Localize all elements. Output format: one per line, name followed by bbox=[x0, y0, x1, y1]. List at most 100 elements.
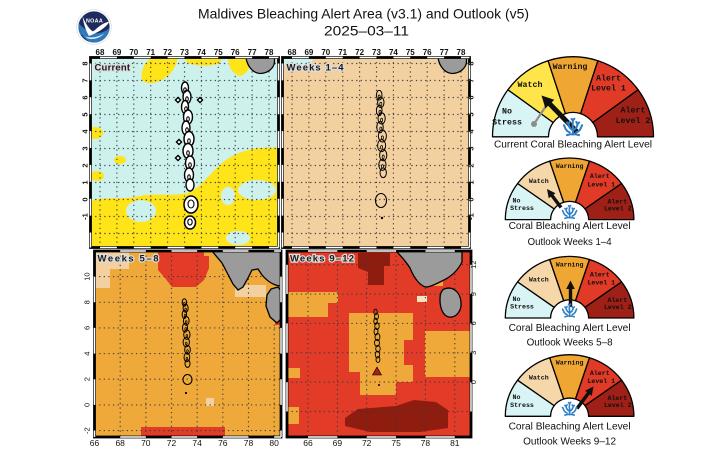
svg-text:80: 80 bbox=[269, 438, 279, 448]
svg-text:78: 78 bbox=[244, 438, 254, 448]
svg-text:2: 2 bbox=[81, 163, 90, 167]
svg-text:73: 73 bbox=[180, 48, 189, 57]
svg-text:0: 0 bbox=[469, 380, 478, 384]
svg-text:-1: -1 bbox=[467, 213, 476, 220]
svg-text:81: 81 bbox=[450, 438, 460, 448]
svg-text:Alert: Alert bbox=[590, 370, 610, 377]
svg-text:No: No bbox=[513, 198, 521, 205]
svg-text:70: 70 bbox=[129, 48, 138, 57]
svg-text:Weeks 9–12: Weeks 9–12 bbox=[290, 254, 354, 265]
svg-text:Alert: Alert bbox=[608, 297, 628, 304]
svg-text:70: 70 bbox=[321, 48, 330, 57]
svg-text:68: 68 bbox=[96, 48, 105, 57]
svg-text:0: 0 bbox=[83, 403, 92, 407]
svg-text:69: 69 bbox=[112, 48, 121, 57]
svg-text:68: 68 bbox=[288, 48, 297, 57]
svg-text:No: No bbox=[502, 108, 512, 117]
svg-text:4: 4 bbox=[467, 129, 476, 134]
svg-text:74: 74 bbox=[389, 48, 398, 57]
svg-text:5: 5 bbox=[81, 112, 90, 116]
svg-text:Alert: Alert bbox=[621, 106, 646, 116]
svg-text:Coral Bleaching Alert Level: Coral Bleaching Alert Level bbox=[509, 221, 631, 232]
svg-text:73: 73 bbox=[372, 48, 381, 57]
svg-text:69: 69 bbox=[333, 438, 343, 448]
svg-text:72: 72 bbox=[167, 438, 177, 448]
svg-text:4: 4 bbox=[81, 129, 90, 134]
svg-text:10: 10 bbox=[83, 272, 92, 280]
svg-text:Alert: Alert bbox=[608, 395, 628, 402]
svg-text:Watch: Watch bbox=[529, 276, 549, 283]
svg-text:Maldives Bleaching Alert Area: Maldives Bleaching Alert Area (v3.1) and… bbox=[198, 6, 529, 22]
svg-text:7: 7 bbox=[467, 78, 476, 82]
svg-text:3: 3 bbox=[469, 351, 478, 355]
svg-text:70: 70 bbox=[141, 438, 151, 448]
svg-text:Warning: Warning bbox=[553, 62, 588, 72]
svg-text:71: 71 bbox=[338, 48, 347, 57]
svg-text:77: 77 bbox=[248, 48, 257, 57]
svg-text:-1: -1 bbox=[81, 213, 90, 220]
svg-text:Watch: Watch bbox=[529, 178, 549, 185]
svg-text:7: 7 bbox=[81, 78, 90, 82]
svg-text:Level 2: Level 2 bbox=[604, 402, 632, 409]
svg-text:No: No bbox=[513, 296, 521, 303]
svg-text:6: 6 bbox=[467, 95, 476, 99]
svg-text:2025–03–11: 2025–03–11 bbox=[324, 23, 409, 39]
svg-text:72: 72 bbox=[163, 48, 172, 57]
svg-text:Level 2: Level 2 bbox=[616, 116, 651, 126]
svg-text:Alert: Alert bbox=[590, 272, 610, 279]
svg-text:3: 3 bbox=[467, 146, 476, 150]
svg-text:Watch: Watch bbox=[518, 80, 543, 90]
svg-text:Level 1: Level 1 bbox=[587, 181, 615, 188]
svg-text:8: 8 bbox=[81, 61, 90, 65]
svg-text:Coral Bleaching Alert Level: Coral Bleaching Alert Level bbox=[509, 323, 631, 334]
svg-text:Coral Bleaching Alert Level: Coral Bleaching Alert Level bbox=[509, 422, 631, 433]
svg-text:Alert: Alert bbox=[596, 73, 621, 83]
svg-text:Level 2: Level 2 bbox=[604, 304, 632, 311]
svg-text:76: 76 bbox=[231, 48, 240, 57]
svg-text:Level 1: Level 1 bbox=[587, 378, 615, 385]
svg-text:68: 68 bbox=[115, 438, 125, 448]
svg-text:Warning: Warning bbox=[556, 163, 584, 170]
svg-text:2: 2 bbox=[83, 377, 92, 381]
svg-text:Level 1: Level 1 bbox=[587, 280, 615, 287]
svg-text:Current Coral Bleaching Alert: Current Coral Bleaching Alert Level bbox=[494, 140, 652, 151]
svg-text:0: 0 bbox=[81, 197, 90, 201]
svg-text:Warning: Warning bbox=[556, 261, 584, 268]
svg-text:72: 72 bbox=[355, 48, 364, 57]
svg-text:5: 5 bbox=[467, 112, 476, 116]
svg-text:-2: -2 bbox=[83, 427, 92, 434]
svg-text:75: 75 bbox=[214, 48, 223, 57]
svg-text:3: 3 bbox=[81, 146, 90, 150]
svg-text:71: 71 bbox=[146, 48, 155, 57]
svg-text:6: 6 bbox=[81, 95, 90, 99]
svg-text:1: 1 bbox=[467, 180, 476, 184]
svg-text:Weeks 1–4: Weeks 1–4 bbox=[287, 63, 345, 74]
svg-text:78: 78 bbox=[457, 48, 466, 57]
svg-text:Warning: Warning bbox=[556, 360, 584, 367]
svg-text:2: 2 bbox=[467, 163, 476, 167]
svg-text:66: 66 bbox=[303, 438, 313, 448]
svg-text:Stress: Stress bbox=[510, 402, 534, 409]
svg-text:Weeks 5–8: Weeks 5–8 bbox=[98, 254, 159, 265]
svg-text:69: 69 bbox=[304, 48, 313, 57]
svg-text:74: 74 bbox=[192, 438, 202, 448]
svg-text:Outlook Weeks 9–12: Outlook Weeks 9–12 bbox=[523, 436, 616, 447]
svg-text:Watch: Watch bbox=[529, 375, 549, 382]
svg-text:66: 66 bbox=[90, 438, 100, 448]
svg-text:Level 2: Level 2 bbox=[604, 205, 632, 212]
svg-text:75: 75 bbox=[406, 48, 415, 57]
svg-text:Outlook Weeks 5–8: Outlook Weeks 5–8 bbox=[527, 338, 613, 349]
svg-text:12: 12 bbox=[469, 261, 478, 269]
svg-text:8: 8 bbox=[83, 300, 92, 304]
svg-text:6: 6 bbox=[469, 321, 478, 325]
svg-text:Current: Current bbox=[95, 63, 131, 74]
svg-text:4: 4 bbox=[83, 352, 92, 356]
svg-text:NOAA: NOAA bbox=[86, 19, 103, 25]
svg-text:Alert: Alert bbox=[608, 198, 628, 205]
svg-text:72: 72 bbox=[362, 438, 372, 448]
svg-text:Outlook Weeks 1–4: Outlook Weeks 1–4 bbox=[528, 237, 612, 248]
svg-text:75: 75 bbox=[391, 438, 401, 448]
svg-text:Stress: Stress bbox=[510, 205, 534, 212]
svg-text:Alert: Alert bbox=[590, 173, 610, 180]
svg-text:Level 1: Level 1 bbox=[591, 84, 626, 94]
